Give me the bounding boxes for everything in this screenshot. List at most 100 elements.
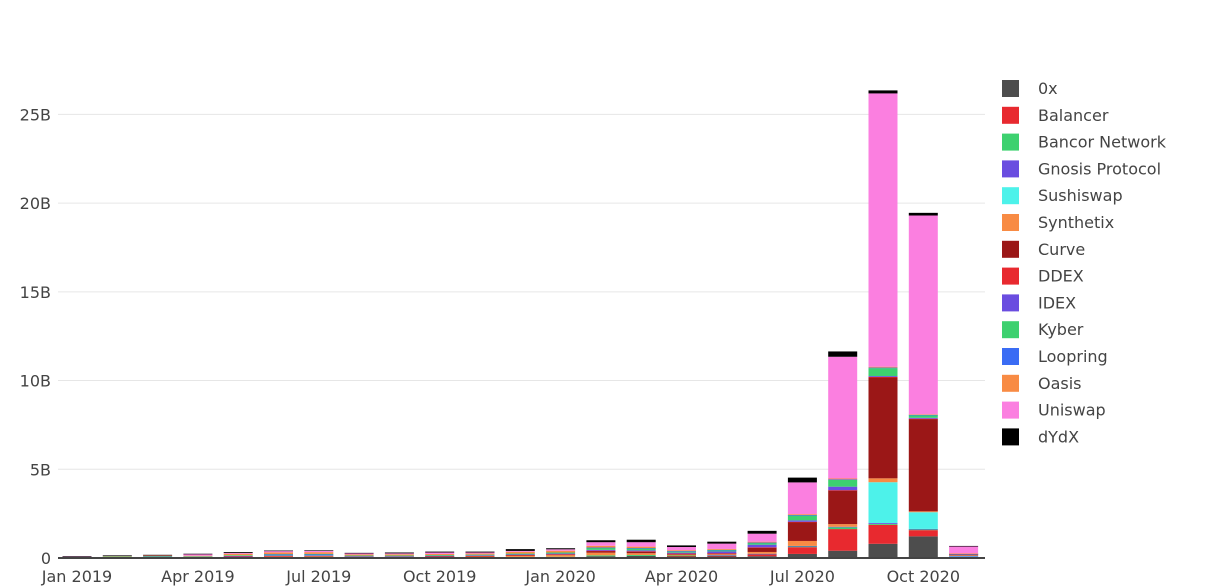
bar-segment[interactable]	[586, 545, 616, 548]
bar-segment[interactable]	[828, 486, 858, 491]
bar-segment[interactable]	[667, 551, 696, 553]
bar-segment[interactable]	[949, 554, 979, 556]
bar-segment[interactable]	[586, 552, 616, 556]
bar-segment[interactable]	[747, 533, 777, 542]
bar-segment[interactable]	[344, 556, 374, 557]
legend-item[interactable]: 0x	[1002, 79, 1058, 98]
bar-segment[interactable]	[828, 478, 858, 480]
bar-segment[interactable]	[425, 556, 455, 557]
bar-segment[interactable]	[667, 555, 696, 557]
bar-segment[interactable]	[546, 549, 576, 551]
bar-segment[interactable]	[747, 542, 777, 544]
bar-segment[interactable]	[264, 555, 293, 557]
bar-segment[interactable]	[707, 548, 737, 550]
bar-segment[interactable]	[747, 541, 777, 543]
bar-segment[interactable]	[828, 490, 858, 491]
bar-segment[interactable]	[667, 552, 696, 554]
bar-segment[interactable]	[908, 414, 938, 415]
bar-segment[interactable]	[626, 548, 656, 549]
bar-segment[interactable]	[747, 530, 777, 534]
bar-segment[interactable]	[667, 556, 696, 557]
bar-segment[interactable]	[747, 551, 777, 554]
bar-segment[interactable]	[102, 555, 132, 556]
bar-segment[interactable]	[384, 556, 414, 557]
bar-segment[interactable]	[707, 555, 737, 557]
bar-segment[interactable]	[868, 367, 898, 369]
bar-segment[interactable]	[586, 550, 616, 553]
bar-segment[interactable]	[304, 556, 334, 558]
bar-segment[interactable]	[828, 550, 858, 558]
bar-segment[interactable]	[626, 542, 656, 547]
legend-item[interactable]: Kyber	[1002, 320, 1084, 339]
bar-segment[interactable]	[223, 556, 253, 558]
bar-segment[interactable]	[304, 556, 334, 557]
bar-segment[interactable]	[949, 554, 979, 555]
bar-segment[interactable]	[868, 376, 898, 378]
bar-segment[interactable]	[505, 555, 535, 557]
bar-segment[interactable]	[908, 414, 938, 416]
bar-segment[interactable]	[868, 376, 898, 377]
bar-segment[interactable]	[707, 541, 737, 544]
bar-segment[interactable]	[505, 554, 535, 556]
bar-segment[interactable]	[626, 551, 656, 554]
bar-segment[interactable]	[586, 547, 616, 550]
bar-segment[interactable]	[949, 556, 979, 558]
legend-item[interactable]: IDEX	[1002, 293, 1076, 312]
bar-segment[interactable]	[908, 415, 938, 418]
bar-segment[interactable]	[787, 520, 817, 522]
bar-segment[interactable]	[868, 377, 898, 479]
bar-segment[interactable]	[304, 550, 334, 551]
legend-item[interactable]: Loopring	[1002, 347, 1108, 366]
bar-segment[interactable]	[828, 479, 858, 487]
bar-segment[interactable]	[304, 554, 334, 556]
bar-segment[interactable]	[304, 550, 334, 553]
bar-segment[interactable]	[264, 554, 293, 556]
bar-segment[interactable]	[667, 553, 696, 555]
bar-segment[interactable]	[586, 550, 616, 552]
bar-segment[interactable]	[707, 549, 737, 551]
bar-segment[interactable]	[344, 553, 374, 555]
bar-segment[interactable]	[707, 554, 737, 556]
bar-segment[interactable]	[626, 554, 656, 556]
bar-segment[interactable]	[707, 543, 737, 549]
bar-segment[interactable]	[707, 551, 737, 554]
bar-segment[interactable]	[425, 556, 455, 558]
bar-segment[interactable]	[707, 553, 737, 555]
bar-segment[interactable]	[344, 555, 374, 557]
bar-segment[interactable]	[626, 550, 656, 552]
bar-segment[interactable]	[747, 547, 777, 548]
bar-segment[interactable]	[868, 368, 898, 377]
bar-segment[interactable]	[908, 215, 938, 415]
bar-segment[interactable]	[384, 554, 414, 556]
bar-segment[interactable]	[465, 555, 495, 557]
bar-segment[interactable]	[787, 546, 817, 548]
bar-segment[interactable]	[626, 546, 656, 549]
bar-segment[interactable]	[384, 553, 414, 555]
bar-segment[interactable]	[626, 555, 656, 558]
bar-segment[interactable]	[868, 523, 898, 525]
bar-segment[interactable]	[747, 544, 777, 548]
bar-segment[interactable]	[546, 548, 576, 550]
bar-segment[interactable]	[465, 555, 495, 556]
bar-segment[interactable]	[868, 543, 898, 558]
bar-segment[interactable]	[505, 550, 535, 552]
bar-segment[interactable]	[868, 90, 898, 94]
bar-segment[interactable]	[586, 542, 616, 546]
bar-segment[interactable]	[264, 550, 293, 552]
bar-segment[interactable]	[384, 556, 414, 558]
bar-segment[interactable]	[747, 547, 777, 552]
bar-segment[interactable]	[223, 552, 253, 554]
bar-segment[interactable]	[384, 555, 414, 557]
bar-segment[interactable]	[223, 555, 253, 557]
bar-segment[interactable]	[868, 93, 898, 367]
bar-segment[interactable]	[505, 551, 535, 554]
legend-item[interactable]: Gnosis Protocol	[1002, 159, 1161, 178]
bar-segment[interactable]	[747, 542, 777, 545]
bar-segment[interactable]	[868, 366, 898, 368]
bar-segment[interactable]	[787, 547, 817, 554]
bar-segment[interactable]	[183, 553, 213, 556]
bar-segment[interactable]	[546, 550, 576, 553]
bar-segment[interactable]	[828, 527, 858, 530]
bar-segment[interactable]	[667, 546, 696, 551]
bar-segment[interactable]	[787, 515, 817, 516]
